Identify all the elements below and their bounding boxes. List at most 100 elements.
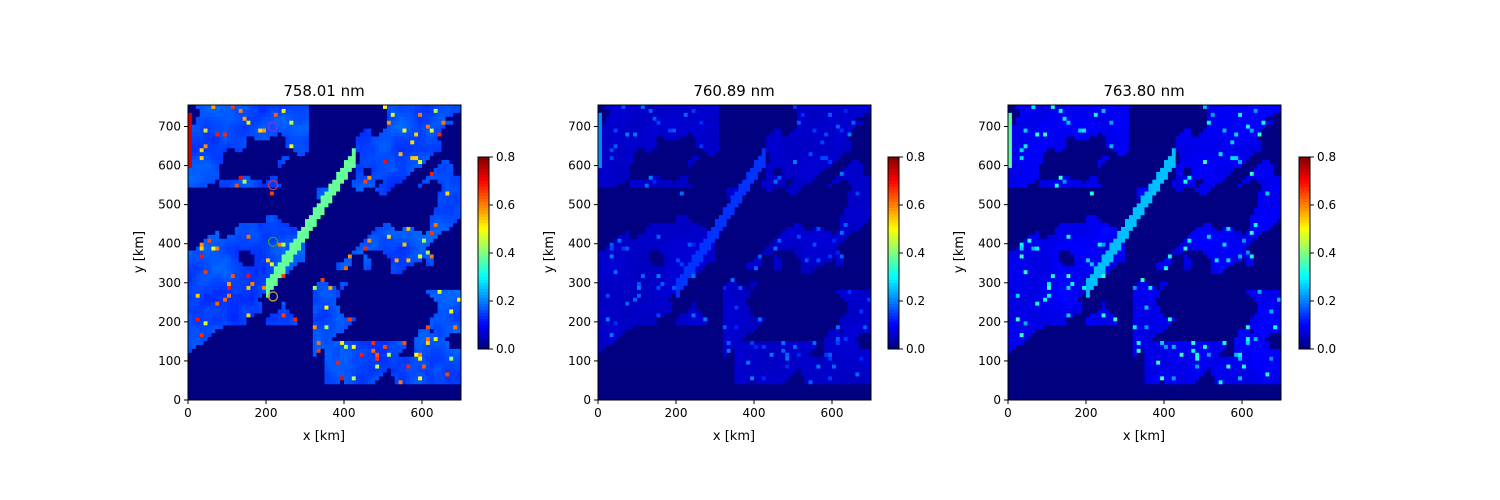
heatmap-cell bbox=[238, 321, 243, 326]
heatmap-cell bbox=[273, 148, 279, 153]
heatmap-cell bbox=[433, 132, 438, 137]
heatmap-cell bbox=[406, 238, 411, 244]
heatmap-cell bbox=[277, 132, 282, 137]
heatmap-cell bbox=[418, 321, 423, 326]
heatmap-cell bbox=[250, 380, 255, 385]
heatmap-cell bbox=[351, 368, 357, 373]
heatmap-cell bbox=[289, 128, 294, 133]
heatmap-cell bbox=[320, 108, 325, 114]
heatmap-cell bbox=[254, 262, 259, 267]
heatmap-cell bbox=[433, 258, 438, 263]
heatmap-cell bbox=[422, 274, 427, 279]
heatmap-cell bbox=[320, 301, 325, 306]
heatmap-cell bbox=[414, 234, 419, 240]
heatmap-cell bbox=[359, 278, 364, 283]
heatmap-cell bbox=[285, 266, 290, 271]
heatmap-cell bbox=[258, 297, 263, 303]
heatmap-cell bbox=[437, 128, 442, 133]
heatmap-cell bbox=[246, 285, 251, 291]
heatmap-cell bbox=[324, 120, 329, 126]
heatmap-cell bbox=[383, 329, 388, 334]
heatmap-cell bbox=[347, 167, 353, 173]
heatmap-cell bbox=[227, 144, 232, 149]
heatmap-cell bbox=[266, 344, 271, 350]
heatmap-cell bbox=[457, 356, 462, 362]
heatmap-cell bbox=[344, 112, 349, 118]
heatmap-cell bbox=[375, 341, 380, 346]
heatmap-cell bbox=[320, 211, 325, 216]
heatmap-cell bbox=[230, 321, 236, 326]
heatmap-cell bbox=[383, 356, 388, 362]
heatmap-cell bbox=[207, 140, 212, 145]
heatmap-cell bbox=[223, 144, 228, 149]
heatmap-cell bbox=[227, 301, 232, 306]
heatmap-cell bbox=[457, 191, 462, 196]
heatmap-cell bbox=[250, 285, 255, 291]
heatmap-cell bbox=[379, 372, 384, 377]
heatmap-cell bbox=[359, 372, 364, 377]
heatmap-cell bbox=[414, 329, 419, 334]
heatmap-cell bbox=[359, 112, 364, 118]
heatmap-cell bbox=[379, 191, 384, 196]
heatmap-cell bbox=[258, 183, 263, 188]
heatmap-cell bbox=[433, 317, 438, 322]
heatmap-cell bbox=[351, 305, 357, 310]
heatmap-cell bbox=[332, 325, 337, 330]
heatmap-cell bbox=[223, 282, 228, 287]
heatmap-cell bbox=[250, 175, 255, 181]
heatmap-cell bbox=[355, 219, 360, 224]
heatmap-cell bbox=[433, 274, 438, 279]
heatmap-cell bbox=[234, 171, 240, 177]
heatmap-cell bbox=[246, 333, 251, 338]
heatmap-cell bbox=[297, 148, 302, 153]
heatmap-cell bbox=[230, 112, 236, 118]
heatmap-cell bbox=[410, 305, 415, 310]
heatmap-cell bbox=[211, 132, 216, 137]
heatmap-cell bbox=[425, 116, 431, 122]
heatmap-cell bbox=[262, 368, 267, 373]
heatmap-cell bbox=[437, 285, 442, 291]
heatmap-cell bbox=[324, 234, 329, 240]
heatmap-cell bbox=[223, 219, 228, 224]
heatmap-cell bbox=[254, 124, 259, 129]
heatmap-cell bbox=[340, 238, 345, 244]
heatmap-cell bbox=[250, 242, 255, 247]
heatmap-cell bbox=[211, 293, 216, 299]
heatmap-cell bbox=[308, 171, 314, 177]
heatmap-cell bbox=[207, 148, 212, 153]
heatmap-cell bbox=[398, 285, 403, 291]
heatmap-cell bbox=[254, 187, 259, 192]
heatmap-cell bbox=[390, 105, 396, 110]
heatmap-cell bbox=[344, 333, 349, 338]
heatmap-cell bbox=[445, 195, 450, 200]
heatmap-cell bbox=[211, 183, 216, 188]
heatmap-cell bbox=[351, 116, 357, 122]
heatmap-cell bbox=[312, 108, 318, 114]
heatmap-cell bbox=[316, 144, 321, 149]
heatmap-cell bbox=[308, 199, 314, 204]
heatmap-cell bbox=[375, 325, 380, 330]
heatmap-cell bbox=[449, 325, 454, 330]
heatmap-cell bbox=[266, 215, 271, 220]
heatmap-cell bbox=[246, 301, 251, 306]
heatmap-cell bbox=[390, 274, 396, 279]
heatmap-cell bbox=[344, 203, 349, 208]
heatmap-cell bbox=[351, 344, 357, 350]
heatmap-cell bbox=[406, 223, 411, 228]
heatmap-cell bbox=[414, 226, 419, 232]
heatmap-cell bbox=[429, 368, 435, 373]
heatmap-cell bbox=[418, 380, 423, 385]
heatmap-cell bbox=[191, 136, 197, 141]
heatmap-cell bbox=[258, 313, 263, 318]
heatmap-cell bbox=[281, 282, 286, 287]
heatmap-cell bbox=[258, 164, 263, 169]
heatmap-cell bbox=[285, 219, 290, 224]
heatmap-cell bbox=[219, 195, 224, 200]
heatmap-cell bbox=[223, 278, 228, 283]
heatmap-cell bbox=[301, 230, 306, 236]
heatmap-cell bbox=[266, 376, 271, 381]
heatmap-cell bbox=[328, 372, 333, 377]
heatmap-cell bbox=[386, 167, 392, 173]
panel-1: 758.01 nm 0 200 400 600 0100200300400500600… bbox=[132, 82, 515, 444]
heatmap-cell bbox=[410, 356, 415, 362]
